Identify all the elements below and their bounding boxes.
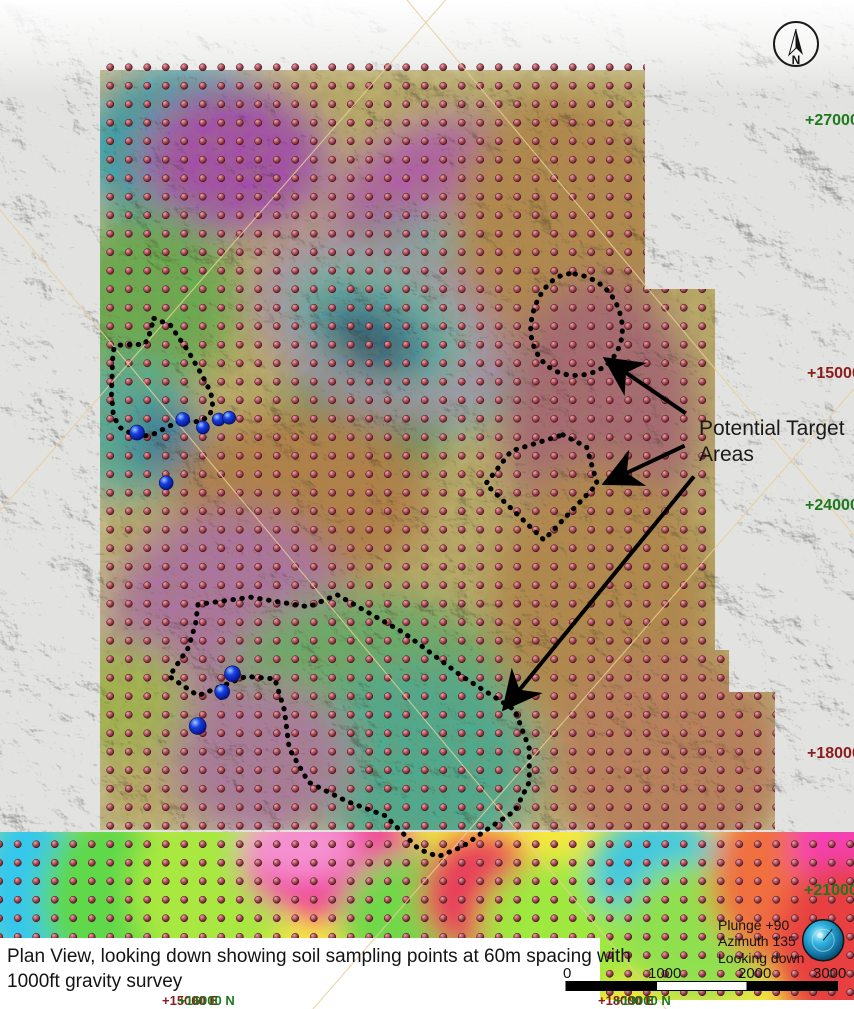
svg-text:N: N	[792, 53, 801, 67]
